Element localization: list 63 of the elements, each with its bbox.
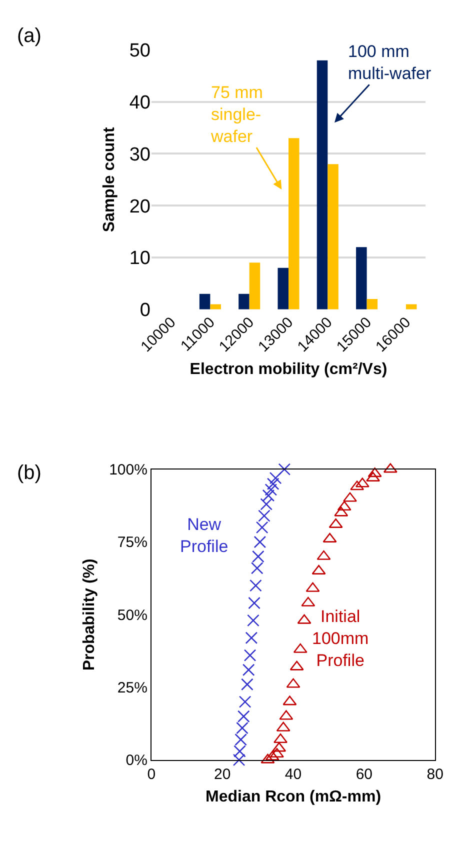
point <box>238 696 252 708</box>
y-tick-label: 0% <box>126 752 148 770</box>
bar <box>199 294 210 310</box>
point <box>234 733 247 746</box>
point <box>247 614 260 627</box>
x-tick-label: 80 <box>426 766 444 783</box>
x-axis-title: Median Rcon (mΩ-mm) <box>206 788 382 806</box>
point <box>252 550 264 563</box>
point <box>274 733 288 744</box>
series-label: New Profile <box>180 515 228 556</box>
point <box>236 722 248 734</box>
point <box>250 579 262 592</box>
series-label: 75 mm single- wafer <box>210 83 263 146</box>
x-tick-label: 40 <box>284 766 302 783</box>
point <box>278 463 291 476</box>
y-tick-label: 40 <box>129 92 150 114</box>
point <box>337 500 352 511</box>
point <box>242 664 255 676</box>
point <box>260 498 272 510</box>
point <box>256 521 268 534</box>
bar <box>366 299 378 310</box>
y-tick-label: 20 <box>129 196 150 218</box>
y-tick-label: 50% <box>117 606 148 624</box>
y-tick-label: 25% <box>117 680 148 697</box>
bar <box>249 262 260 310</box>
bar <box>406 304 417 310</box>
y-axis-title: Sample count <box>101 126 118 232</box>
y-tick-label: 50 <box>129 40 150 62</box>
bar <box>356 247 367 310</box>
y-tick-label: 100% <box>109 462 148 479</box>
point <box>245 632 258 644</box>
point <box>254 536 266 548</box>
x-tick-label: 20 <box>214 766 231 783</box>
point <box>258 510 270 522</box>
bar <box>288 138 300 310</box>
bar <box>210 304 221 310</box>
chart-title: (b) <box>17 462 42 484</box>
x-tick-label: 60 <box>356 766 373 783</box>
point <box>266 478 280 490</box>
y-tick-label: 10 <box>129 248 150 270</box>
point <box>269 472 282 484</box>
chart-title: (a) <box>17 25 42 47</box>
point <box>262 489 275 502</box>
point <box>248 596 260 610</box>
bar <box>278 268 288 310</box>
point <box>241 678 254 691</box>
y-tick-label: 75% <box>117 534 148 552</box>
bar <box>238 294 250 310</box>
point <box>264 484 278 496</box>
point <box>250 562 264 574</box>
point <box>234 745 246 758</box>
series-label: 100 mm multi-wafer <box>348 42 432 84</box>
y-tick-label: 0 <box>140 300 150 322</box>
point <box>232 754 246 766</box>
point <box>244 649 256 662</box>
x-axis-title: Electron mobility (cm²/Vs) <box>190 361 388 378</box>
y-axis-title: Probability (%) <box>80 558 98 671</box>
bar <box>328 164 338 310</box>
point <box>237 710 250 723</box>
bar <box>316 60 328 310</box>
series-label: Initial 100mm Profile <box>312 607 369 670</box>
point <box>270 748 284 758</box>
y-tick-label: 30 <box>129 144 150 166</box>
